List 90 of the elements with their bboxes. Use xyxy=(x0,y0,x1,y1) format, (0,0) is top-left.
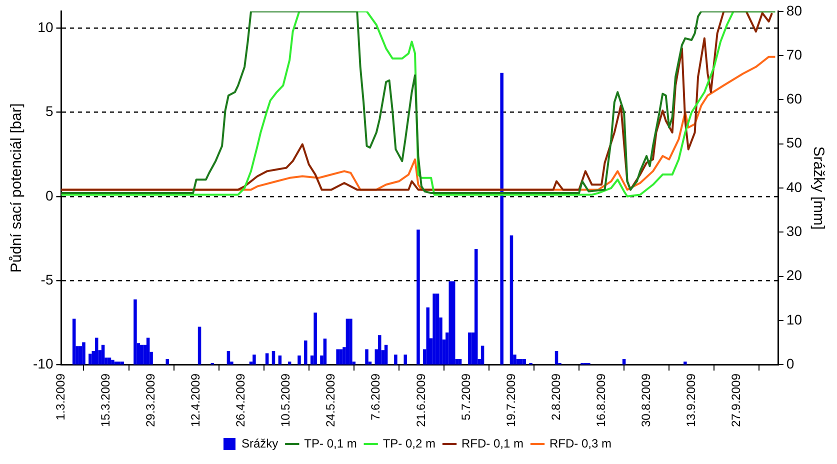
bar xyxy=(500,72,504,364)
y2-tick-label: 0 xyxy=(786,355,794,372)
y2-tick-label: 10 xyxy=(786,311,802,328)
bar xyxy=(265,353,269,364)
y2-tick-label: 60 xyxy=(786,90,802,107)
x-tick-label: 29.3.2009 xyxy=(144,373,158,428)
legend-label: RFD- 0,3 m xyxy=(550,436,612,450)
bar xyxy=(404,354,407,364)
x-tick-label: 12.4.2009 xyxy=(188,373,203,428)
bar xyxy=(426,307,430,364)
x-tick-label: 30.8.2009 xyxy=(638,373,653,428)
bar xyxy=(336,349,340,364)
x-tick-label: 19.7.2009 xyxy=(504,373,518,428)
bar xyxy=(474,249,478,364)
y2-tick-label: 80 xyxy=(786,2,802,18)
bar xyxy=(522,358,526,364)
x-tick-label: 26.4.2009 xyxy=(234,373,248,428)
bar xyxy=(252,354,256,364)
bar xyxy=(448,281,452,364)
y-axis-title: Půdní sací potenciál [bar] xyxy=(8,103,26,273)
y-tick-label: -10 xyxy=(33,355,54,372)
bar xyxy=(146,338,150,364)
bar xyxy=(339,349,343,364)
x-tick-label: 27.9.2009 xyxy=(728,373,743,428)
bar xyxy=(120,362,124,364)
bar xyxy=(114,362,118,364)
bar xyxy=(117,362,121,364)
bar xyxy=(622,358,626,364)
bar xyxy=(166,358,169,364)
bar xyxy=(278,355,282,364)
x-tick-label: 7.6.2009 xyxy=(368,373,383,420)
bar xyxy=(516,358,520,364)
bar xyxy=(480,346,484,364)
bar xyxy=(140,344,144,364)
legend-label: TP- 0,2 m xyxy=(382,436,436,450)
bar xyxy=(314,312,317,364)
x-tick-label: 21.6.2009 xyxy=(414,373,428,428)
bar xyxy=(520,358,523,364)
y-tick-label: 10 xyxy=(38,19,54,36)
x-tick-label: 5.7.2009 xyxy=(458,373,473,420)
y-tick-label: 5 xyxy=(45,103,54,120)
bar xyxy=(458,358,462,364)
bar xyxy=(378,335,382,364)
y2-tick-label: 20 xyxy=(786,267,802,284)
bar xyxy=(288,362,292,364)
bar xyxy=(88,354,92,364)
bar xyxy=(416,230,420,364)
x-tick-label: 1.3.2009 xyxy=(54,373,68,420)
bar xyxy=(272,351,276,364)
bar xyxy=(108,358,112,364)
y-tick-label: -5 xyxy=(40,271,54,288)
bar xyxy=(101,344,105,364)
bar xyxy=(384,344,388,364)
x-tick-label: 10.5.2009 xyxy=(278,373,293,428)
bar xyxy=(394,354,398,364)
bar xyxy=(436,294,440,364)
bar xyxy=(111,360,114,364)
bar xyxy=(365,349,368,364)
bar xyxy=(78,346,82,364)
x-tick-label: 2.8.2009 xyxy=(548,373,563,420)
x-tick-label: 13.9.2009 xyxy=(684,373,698,428)
bar xyxy=(198,326,202,364)
y2-tick-label: 40 xyxy=(786,178,802,195)
legend-label: Srážky xyxy=(241,436,278,450)
bar xyxy=(346,318,350,364)
y2-tick-label: 30 xyxy=(786,223,802,240)
x-tick-label: 16.8.2009 xyxy=(594,373,608,428)
bar xyxy=(82,342,86,364)
bar xyxy=(468,332,472,364)
y-tick-label: 0 xyxy=(45,187,54,204)
x-tick-label: 24.5.2009 xyxy=(324,373,338,428)
bar xyxy=(323,338,327,364)
bar xyxy=(304,340,308,364)
bar xyxy=(298,355,301,364)
x-tick-label: 15.3.2009 xyxy=(98,373,113,428)
y2-tick-label: 50 xyxy=(786,134,802,151)
y2-axis-title: Srážky [mm] xyxy=(810,146,827,230)
bar xyxy=(134,299,137,364)
bar xyxy=(94,338,98,364)
bar xyxy=(72,318,76,364)
legend-label: TP- 0,1 m xyxy=(304,436,357,450)
bar xyxy=(349,318,352,364)
bar xyxy=(452,281,456,364)
bar xyxy=(684,362,687,364)
bar xyxy=(226,351,230,364)
bar xyxy=(432,294,436,364)
y2-tick-label: 70 xyxy=(786,46,802,62)
bar xyxy=(554,351,558,364)
legend-label: RFD- 0,1 m xyxy=(462,436,524,450)
bar xyxy=(510,235,514,364)
